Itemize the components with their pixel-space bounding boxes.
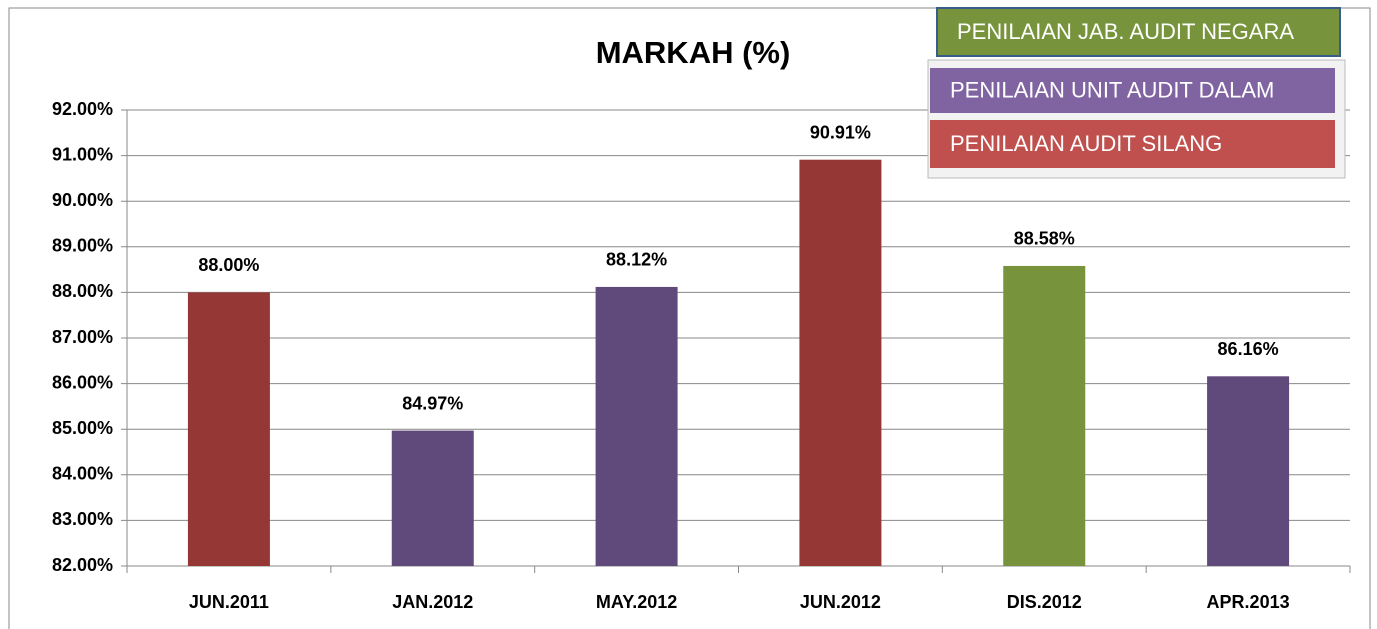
x-tick-label: DIS.2012	[1007, 592, 1082, 612]
y-tick-label: 85.00%	[52, 418, 113, 438]
bar	[1003, 265, 1086, 566]
data-label: 86.16%	[1218, 339, 1279, 359]
chart-title: MARKAH (%)	[596, 35, 791, 70]
data-label: 84.97%	[402, 393, 463, 413]
y-tick-label: 86.00%	[52, 372, 113, 392]
x-tick-label: APR.2013	[1207, 592, 1290, 612]
y-tick-label: 90.00%	[52, 190, 113, 210]
legend-label: PENILAIAN UNIT AUDIT DALAM	[950, 77, 1274, 102]
y-tick-label: 83.00%	[52, 509, 113, 529]
y-tick-label: 92.00%	[52, 99, 113, 119]
y-tick-label: 89.00%	[52, 236, 113, 256]
x-tick-label: JUN.2011	[189, 592, 269, 612]
x-tick-label: JAN.2012	[392, 592, 473, 612]
bar	[799, 159, 882, 567]
data-label: 90.91%	[810, 122, 871, 142]
bar	[187, 292, 270, 566]
y-tick-label: 82.00%	[52, 555, 113, 575]
legend-label: PENILAIAN AUDIT SILANG	[950, 131, 1222, 156]
x-tick-label: MAY.2012	[596, 592, 677, 612]
data-label: 88.00%	[198, 255, 259, 275]
data-label: 88.12%	[606, 250, 667, 270]
y-tick-label: 84.00%	[52, 464, 113, 484]
x-tick-label: JUN.2012	[800, 592, 881, 612]
bar	[595, 286, 678, 566]
y-tick-label: 88.00%	[52, 281, 113, 301]
legend-box	[930, 120, 1335, 168]
bar	[391, 430, 474, 566]
legend-box	[936, 7, 1341, 57]
y-tick-label: 87.00%	[52, 327, 113, 347]
legend-label: PENILAIAN JAB. AUDIT NEGARA	[957, 19, 1294, 44]
legend-box	[930, 68, 1335, 113]
y-tick-label: 91.00%	[52, 144, 113, 164]
bar	[1207, 376, 1290, 566]
data-label: 88.58%	[1014, 229, 1075, 249]
